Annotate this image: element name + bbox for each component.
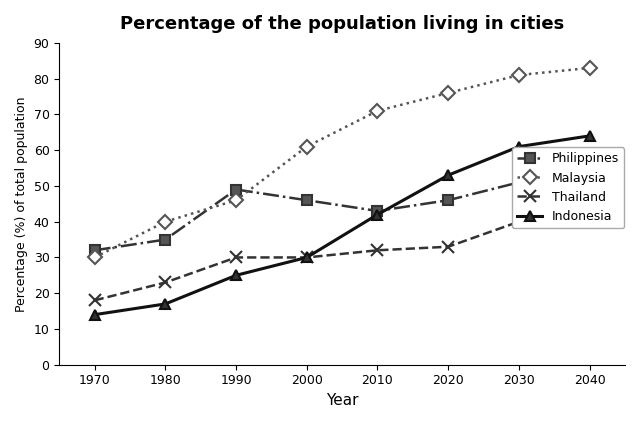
Philippines <box>91 248 99 253</box>
Legend: Philippines, Malaysia, Thailand, Indonesia: Philippines, Malaysia, Thailand, Indones… <box>512 147 625 228</box>
Thailand <box>586 184 593 189</box>
Philippines <box>515 180 523 185</box>
Philippines <box>232 187 240 192</box>
Philippines <box>374 209 381 214</box>
Indonesia <box>303 255 310 260</box>
Malaysia <box>161 219 169 224</box>
Indonesia <box>374 212 381 217</box>
Indonesia <box>586 133 593 138</box>
Line: Malaysia: Malaysia <box>90 63 595 262</box>
Indonesia <box>515 144 523 149</box>
Thailand <box>91 298 99 303</box>
Thailand <box>232 255 240 260</box>
Philippines <box>444 198 452 203</box>
Line: Indonesia: Indonesia <box>90 131 595 319</box>
Malaysia <box>515 72 523 77</box>
Malaysia <box>303 144 310 149</box>
Thailand <box>303 255 310 260</box>
Y-axis label: Percentage (%) of total population: Percentage (%) of total population <box>15 96 28 312</box>
Indonesia <box>91 312 99 317</box>
Philippines <box>303 198 310 203</box>
Thailand <box>161 280 169 285</box>
Thailand <box>515 219 523 224</box>
Malaysia <box>91 255 99 260</box>
Malaysia <box>232 198 240 203</box>
X-axis label: Year: Year <box>326 393 358 408</box>
Malaysia <box>444 91 452 96</box>
Thailand <box>444 244 452 249</box>
Malaysia <box>586 66 593 71</box>
Indonesia <box>444 173 452 178</box>
Indonesia <box>232 273 240 278</box>
Thailand <box>374 248 381 253</box>
Title: Percentage of the population living in cities: Percentage of the population living in c… <box>120 15 564 33</box>
Line: Philippines: Philippines <box>90 159 595 255</box>
Malaysia <box>374 108 381 113</box>
Philippines <box>586 162 593 167</box>
Indonesia <box>161 302 169 307</box>
Line: Thailand: Thailand <box>89 180 595 306</box>
Philippines <box>161 237 169 242</box>
